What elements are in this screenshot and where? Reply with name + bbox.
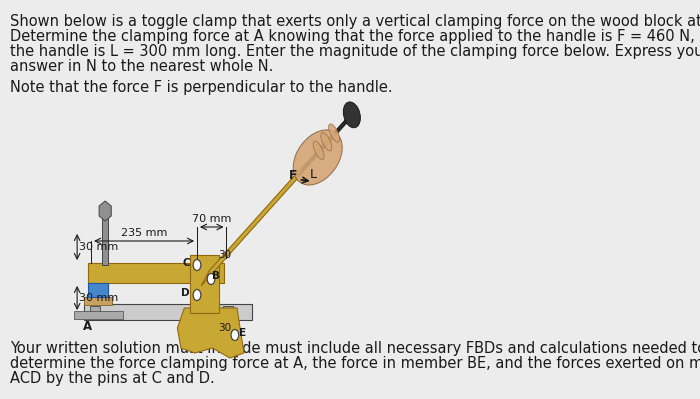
Bar — [223, 306, 233, 318]
Text: Note that the force F is perpendicular to the handle.: Note that the force F is perpendicular t… — [10, 80, 393, 95]
Polygon shape — [299, 109, 356, 177]
Circle shape — [207, 273, 215, 284]
Text: determine the force clamping force at A, the force in member BE, and the forces : determine the force clamping force at A,… — [10, 356, 700, 371]
Polygon shape — [190, 255, 219, 313]
Circle shape — [193, 290, 201, 300]
Text: 30 mm: 30 mm — [79, 242, 118, 252]
Text: A: A — [83, 320, 92, 333]
Text: answer in N to the nearest whole N.: answer in N to the nearest whole N. — [10, 59, 273, 74]
Text: 30: 30 — [218, 250, 231, 260]
Bar — [74, 311, 122, 319]
Circle shape — [193, 259, 201, 271]
Text: Shown below is a toggle clamp that exerts only a vertical clamping force on the : Shown below is a toggle clamp that exert… — [10, 14, 700, 29]
Text: Your written solution must include must include all necessary FBDs and calculati: Your written solution must include must … — [10, 341, 700, 356]
Bar — [90, 306, 99, 318]
Ellipse shape — [343, 102, 360, 128]
Text: B: B — [212, 271, 220, 281]
Text: 30 mm: 30 mm — [79, 293, 118, 303]
Bar — [84, 304, 253, 320]
Ellipse shape — [313, 141, 324, 160]
Text: C: C — [183, 258, 190, 268]
Text: L: L — [309, 168, 316, 181]
Text: the handle is L = 300 mm long. Enter the magnitude of the clamping force below. : the handle is L = 300 mm long. Enter the… — [10, 44, 700, 59]
Ellipse shape — [293, 130, 342, 185]
Text: E: E — [239, 328, 246, 338]
Ellipse shape — [328, 124, 339, 142]
Circle shape — [231, 330, 239, 340]
Bar — [88, 263, 225, 283]
Text: Determine the clamping force at A knowing that the force applied to the handle i: Determine the clamping force at A knowin… — [10, 29, 700, 44]
Text: D: D — [181, 288, 190, 298]
Text: ACD by the pins at C and D.: ACD by the pins at C and D. — [10, 371, 215, 386]
Polygon shape — [177, 308, 244, 358]
Bar — [88, 283, 108, 297]
Text: 70 mm: 70 mm — [192, 214, 232, 224]
Polygon shape — [201, 162, 307, 286]
Text: 30: 30 — [218, 323, 231, 333]
Bar — [102, 215, 108, 265]
Bar — [84, 297, 112, 305]
Text: 235 mm: 235 mm — [121, 228, 167, 238]
Ellipse shape — [321, 132, 332, 151]
Text: F: F — [289, 169, 298, 182]
